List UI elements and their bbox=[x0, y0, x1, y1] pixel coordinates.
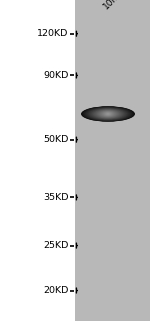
Ellipse shape bbox=[81, 106, 135, 122]
Ellipse shape bbox=[84, 107, 132, 121]
Ellipse shape bbox=[99, 110, 117, 117]
Ellipse shape bbox=[104, 112, 112, 116]
Ellipse shape bbox=[87, 108, 129, 120]
Text: 120KD: 120KD bbox=[37, 29, 68, 38]
Text: 50KD: 50KD bbox=[43, 135, 68, 144]
Ellipse shape bbox=[98, 110, 118, 118]
Ellipse shape bbox=[85, 107, 131, 121]
Ellipse shape bbox=[93, 109, 123, 119]
Ellipse shape bbox=[89, 108, 127, 120]
Ellipse shape bbox=[90, 108, 126, 120]
Ellipse shape bbox=[82, 107, 134, 121]
Ellipse shape bbox=[103, 112, 112, 116]
Text: 35KD: 35KD bbox=[43, 193, 68, 202]
Ellipse shape bbox=[92, 108, 124, 119]
Ellipse shape bbox=[107, 113, 109, 115]
Text: 90KD: 90KD bbox=[43, 71, 68, 80]
Ellipse shape bbox=[97, 110, 119, 118]
Ellipse shape bbox=[83, 107, 133, 121]
Ellipse shape bbox=[103, 111, 113, 117]
Ellipse shape bbox=[95, 109, 121, 118]
Ellipse shape bbox=[105, 112, 111, 116]
Ellipse shape bbox=[94, 109, 122, 119]
Text: 25KD: 25KD bbox=[43, 241, 68, 250]
Text: 10ng: 10ng bbox=[101, 0, 124, 11]
Ellipse shape bbox=[100, 111, 116, 117]
Bar bbox=[75, 0, 150, 321]
Ellipse shape bbox=[102, 111, 114, 117]
Text: 20KD: 20KD bbox=[43, 286, 68, 295]
Ellipse shape bbox=[91, 108, 125, 119]
Ellipse shape bbox=[94, 109, 122, 119]
Ellipse shape bbox=[106, 113, 110, 115]
Ellipse shape bbox=[101, 111, 115, 117]
Ellipse shape bbox=[86, 107, 130, 121]
Ellipse shape bbox=[88, 108, 128, 120]
Ellipse shape bbox=[96, 110, 120, 118]
Ellipse shape bbox=[85, 107, 130, 121]
